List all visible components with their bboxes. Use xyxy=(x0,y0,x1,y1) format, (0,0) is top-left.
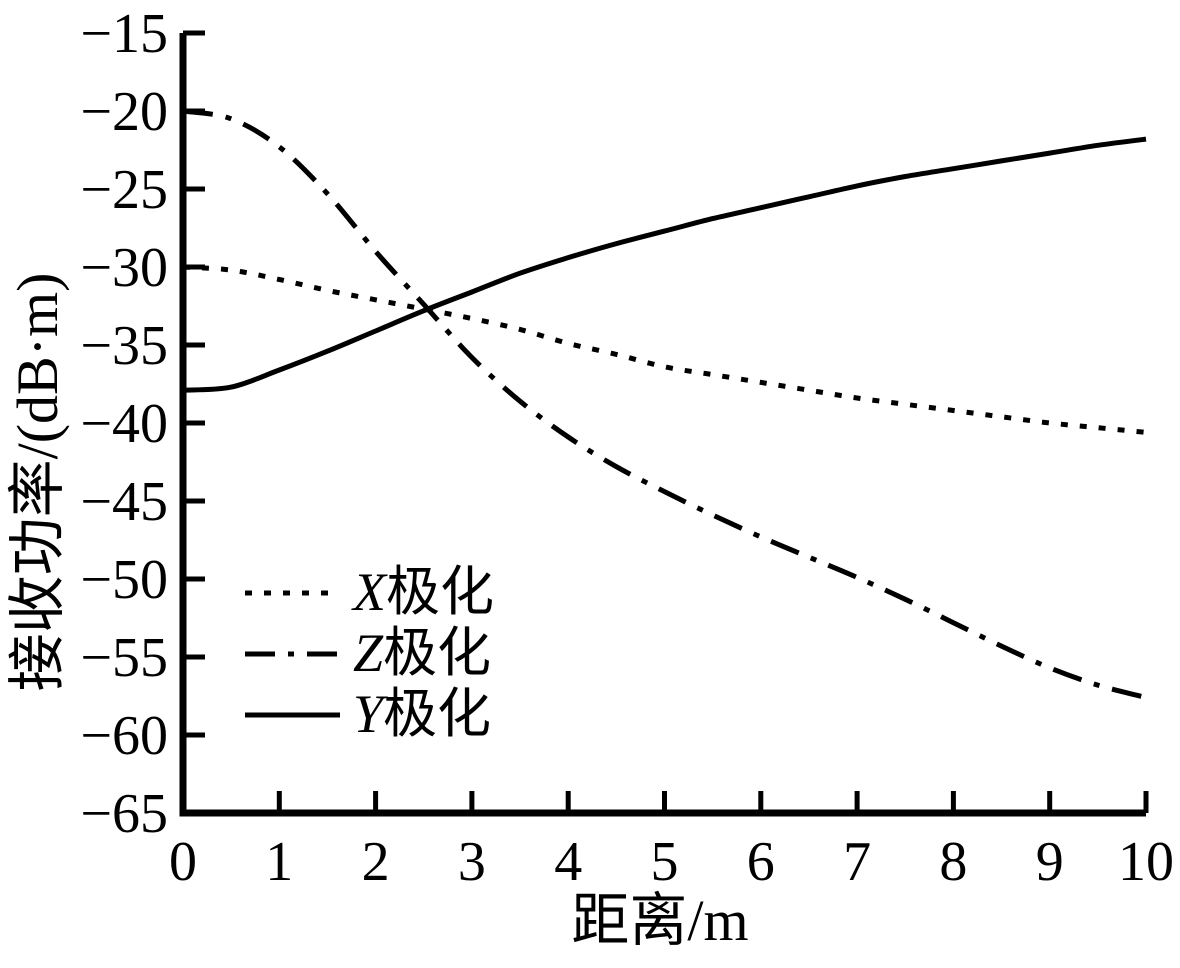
x-tick-label: 7 xyxy=(843,831,871,893)
x-tick-label: 9 xyxy=(1036,831,1064,893)
series-y-line xyxy=(182,136,1147,393)
x-tick-label: 3 xyxy=(458,831,486,893)
axes xyxy=(179,33,1146,817)
y-tick-label: −60 xyxy=(80,705,168,767)
series-z-line xyxy=(182,108,1147,701)
y-tick-label: −40 xyxy=(80,393,168,455)
x-tick-label: 2 xyxy=(362,831,390,893)
legend-label: X极化 xyxy=(351,562,494,622)
legend-item: X极化 xyxy=(245,562,494,622)
x-tick-label: 8 xyxy=(939,831,967,893)
x-tick-label: 5 xyxy=(651,831,679,893)
y-tick-label: −55 xyxy=(80,627,168,689)
y-tick-label: −15 xyxy=(80,3,168,65)
x-tick-label: 1 xyxy=(265,831,293,893)
y-tick-label: −45 xyxy=(80,471,168,533)
series-x-line xyxy=(182,264,1147,435)
y-tick-label: −30 xyxy=(80,237,168,299)
legend-label: Y极化 xyxy=(353,684,491,744)
x-axis-title: 距离/m xyxy=(571,888,748,953)
x-tick-label: 4 xyxy=(554,831,582,893)
x-tick-label: 10 xyxy=(1118,831,1174,893)
y-tick-label: −20 xyxy=(80,81,168,143)
y-tick-label: −25 xyxy=(80,159,168,221)
y-tick-label: −50 xyxy=(80,549,168,611)
legend-label: Z极化 xyxy=(353,623,491,683)
legend-item: Y极化 xyxy=(245,684,491,744)
y-axis-title: 接收功率/(dB·m) xyxy=(5,273,70,692)
legend-item: Z极化 xyxy=(245,623,491,683)
y-tick-label: −65 xyxy=(80,783,168,845)
y-tick-label: −35 xyxy=(80,315,168,377)
x-tick-label: 6 xyxy=(747,831,775,893)
x-tick-label: 0 xyxy=(169,831,197,893)
